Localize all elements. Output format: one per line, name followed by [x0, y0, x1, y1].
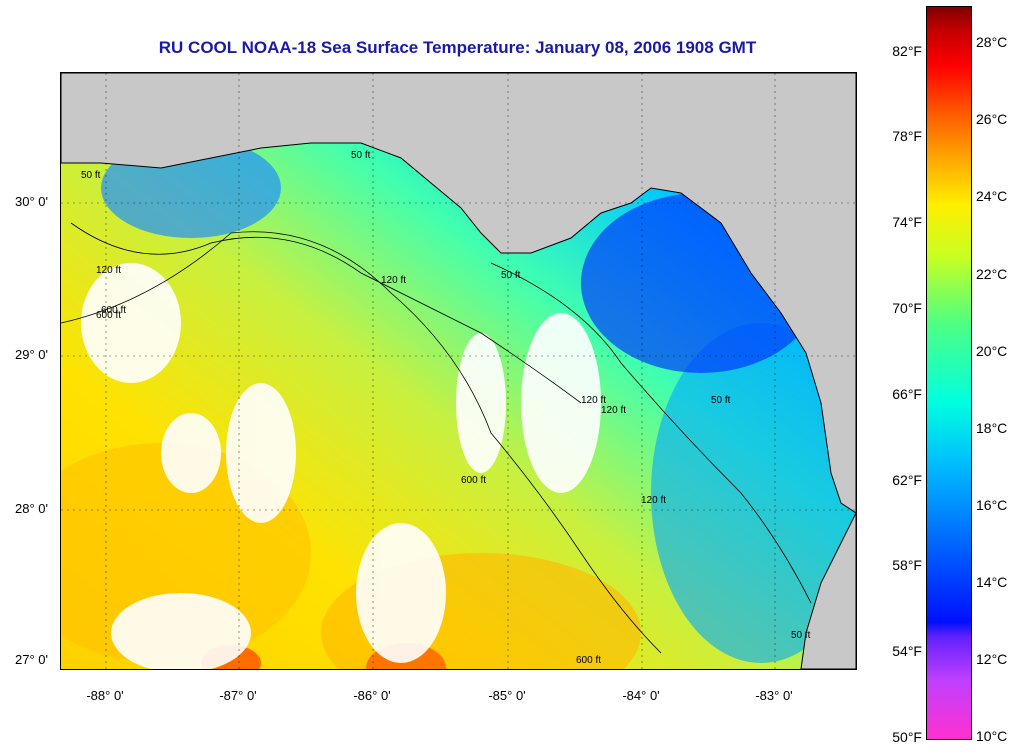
lon-label-85: -85° 0' — [488, 688, 526, 703]
c-label-26: 26°C — [976, 111, 1008, 127]
c-label-18: 18°C — [976, 420, 1008, 436]
lon-label-88: -88° 0' — [86, 688, 124, 703]
contour-label: 600 ft — [461, 475, 486, 486]
lat-label-27: 27° 0' — [15, 652, 48, 667]
contour-label: 600 ft — [101, 305, 126, 316]
contour-label: 50 ft — [81, 170, 101, 181]
contour-label: 120 ft — [641, 495, 666, 506]
sst-map[interactable]: 50 ft 120 ft 600 ft 120 ft 50 ft 600 ft 120 ft… — [60, 72, 857, 670]
c-label-16: 16°C — [976, 497, 1008, 513]
f-label-78: 78°F — [892, 128, 922, 144]
contour-label: 120 ft — [601, 405, 626, 416]
lon-label-84: -84° 0' — [622, 688, 660, 703]
contour-label: 600 ft — [96, 310, 121, 321]
f-label-66: 66°F — [892, 386, 922, 402]
contour-label: 50 ft — [351, 150, 371, 161]
contour-labels: 50 ft 120 ft 600 ft 120 ft 50 ft 600 ft 120 ft… — [81, 150, 811, 666]
contour-label: 120 ft — [581, 395, 606, 406]
contour-label: 120 ft — [381, 275, 406, 286]
c-label-12: 12°C — [976, 651, 1008, 667]
lat-label-30: 30° 0' — [15, 194, 48, 209]
f-label-54: 54°F — [892, 643, 922, 659]
cloud-cover — [81, 263, 601, 669]
f-label-62: 62°F — [892, 472, 922, 488]
graticule — [61, 73, 856, 669]
land-mass — [61, 73, 856, 514]
contour-label: 50 ft — [501, 270, 521, 281]
f-label-74: 74°F — [892, 214, 922, 230]
lat-label-28: 28° 0' — [15, 501, 48, 516]
f-label-70: 70°F — [892, 300, 922, 316]
temperature-colorbar — [926, 6, 972, 740]
lon-label-86: -86° 0' — [353, 688, 391, 703]
contour-label: 50 ft — [791, 630, 811, 641]
c-label-24: 24°C — [976, 188, 1008, 204]
f-label-58: 58°F — [892, 557, 922, 573]
lon-label-87: -87° 0' — [219, 688, 257, 703]
f-label-50: 50°F — [892, 729, 922, 745]
c-label-22: 22°C — [976, 266, 1008, 282]
contour-label: 120 ft — [96, 265, 121, 276]
f-label-82: 82°F — [892, 43, 922, 59]
lon-label-83: -83° 0' — [755, 688, 793, 703]
contour-label: 50 ft — [711, 395, 731, 406]
c-label-20: 20°C — [976, 343, 1008, 359]
contour-label: 600 ft — [576, 655, 601, 666]
c-label-28: 28°C — [976, 34, 1008, 50]
c-label-10: 10°C — [976, 728, 1008, 744]
map-title: RU COOL NOAA-18 Sea Surface Temperature:… — [158, 38, 757, 57]
lat-label-29: 29° 0' — [15, 347, 48, 362]
c-label-14: 14°C — [976, 574, 1008, 590]
